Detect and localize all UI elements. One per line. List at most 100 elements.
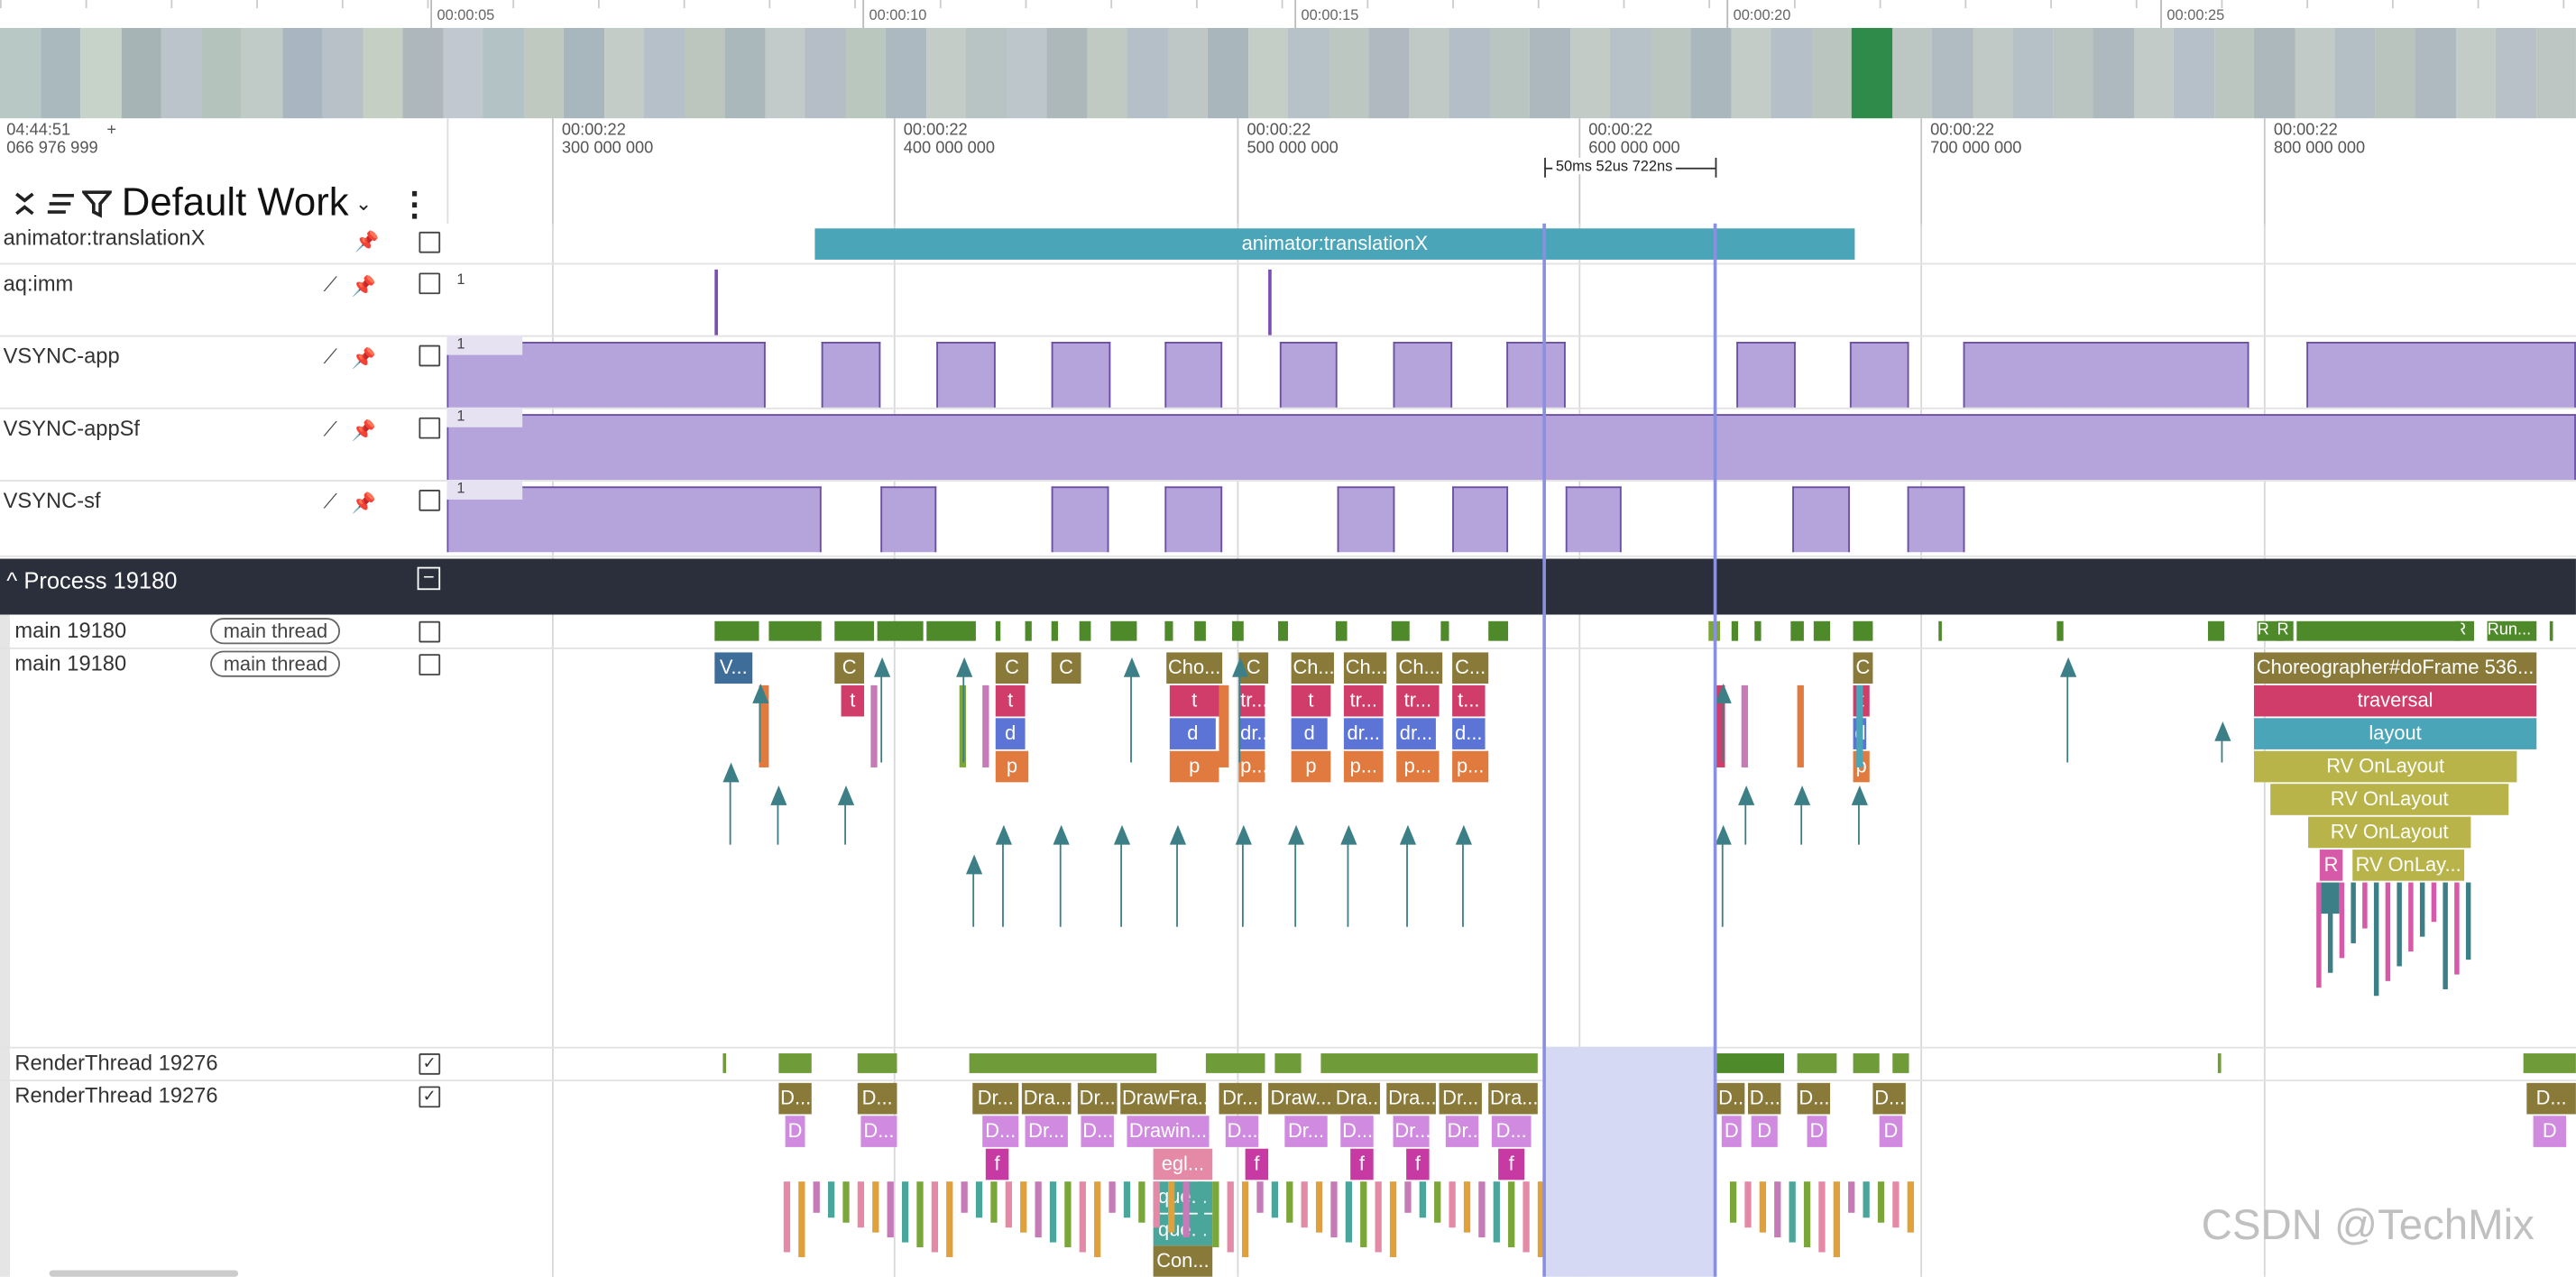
slice-traversal[interactable]: tr...	[1396, 684, 1440, 717]
selection-end-line[interactable]	[1713, 223, 1717, 1277]
slice-drawframe[interactable]: DrawFra...	[1120, 1082, 1206, 1115]
more-vert-icon[interactable]: ⋮	[398, 186, 431, 223]
track-canvas[interactable]: 1	[446, 480, 2576, 556]
slice-drawframe[interactable]: Dr...	[972, 1082, 1019, 1115]
slice-choreographer[interactable]: C	[995, 652, 1029, 684]
slice-choreographer[interactable]: C	[1853, 652, 1873, 684]
summary-slice[interactable]	[2207, 620, 2225, 641]
slice-minor[interactable]	[1715, 684, 1725, 767]
slice-drawing[interactable]: D...	[1340, 1116, 1374, 1147]
summary-slice[interactable]	[1232, 620, 1244, 641]
flow-arrow-icon[interactable]	[1715, 824, 1732, 845]
track-checkbox[interactable]	[419, 654, 441, 675]
slice-minor[interactable]	[1219, 684, 1229, 767]
track-checkbox[interactable]	[419, 272, 441, 295]
slice-drawing[interactable]: D	[1721, 1116, 1742, 1147]
slice-traversal[interactable]: t	[995, 684, 1026, 717]
summary-slice[interactable]	[2549, 620, 2553, 641]
slice-traversal[interactable]: tr...	[1238, 684, 1265, 717]
summary-slice[interactable]	[722, 1053, 727, 1073]
overview-heatmap[interactable]	[0, 27, 2576, 119]
slice-doframe[interactable]: RV OnLay...	[2352, 850, 2465, 881]
track-aq-imm[interactable]: aq:imm ⟋ 📌 1	[0, 263, 2576, 337]
slice-drawframe[interactable]: Draw...	[1268, 1082, 1334, 1115]
flow-arrow-icon[interactable]	[1340, 824, 1357, 845]
slice-doframe[interactable]: RV OnLayout	[2308, 816, 2471, 849]
slice-minor[interactable]	[982, 684, 989, 767]
slice-doframe[interactable]: traversal	[2253, 684, 2537, 717]
track-vsync-app[interactable]: VSYNC-app ⟋ 📌 1	[0, 335, 2576, 409]
slice-prepare[interactable]: p...	[1396, 750, 1440, 783]
track-checkbox[interactable]: ✓	[419, 1053, 441, 1075]
slice-drawing[interactable]: Dr...	[1025, 1116, 1068, 1147]
flow-arrow-icon[interactable]	[837, 785, 855, 805]
slice-drawing[interactable]: D...	[1225, 1116, 1259, 1147]
slice-traversal[interactable]: t	[1169, 684, 1219, 717]
slice-doframe[interactable]: layout	[2253, 718, 2537, 749]
summary-slice[interactable]	[1797, 1053, 1837, 1073]
slice-traversal[interactable]: t	[841, 684, 865, 717]
slice-traversal[interactable]: t...	[1452, 684, 1486, 717]
slice-choreographer[interactable]: C	[834, 652, 865, 684]
summary-slice[interactable]	[1025, 620, 1032, 641]
slice-doframe[interactable]: RV OnLayout	[2270, 784, 2509, 815]
slice-drawframe[interactable]: Dra...	[1488, 1082, 1538, 1115]
summary-slice[interactable]	[1205, 1053, 1265, 1073]
chevron-up-icon[interactable]: ^	[6, 566, 18, 593]
flow-arrow-icon[interactable]	[1053, 824, 1070, 845]
flow-arrow-icon[interactable]	[1399, 824, 1417, 845]
slice-animator[interactable]: animator:translationX	[814, 228, 1855, 260]
summary-slice[interactable]	[1274, 1053, 1302, 1073]
slice-drawing[interactable]: D	[1879, 1116, 1903, 1147]
slice-drawframe[interactable]: Dra...	[1333, 1082, 1380, 1115]
flow-arrow-icon[interactable]	[1455, 824, 1472, 845]
process-group-header[interactable]: ^ Process 19180 −	[0, 558, 2576, 615]
slice-drawframe[interactable]: D...	[857, 1082, 897, 1115]
filter-icon[interactable]	[78, 186, 115, 222]
summary-slice[interactable]	[778, 1053, 812, 1073]
summary-slice[interactable]	[1938, 620, 1942, 641]
track-vsync-sf[interactable]: VSYNC-sf ⟋ 📌 1	[0, 480, 2576, 557]
slice-drawframe[interactable]: Dra...	[1021, 1082, 1072, 1115]
slice-minor[interactable]	[1856, 684, 1863, 767]
pin-icon[interactable]: 📌	[351, 345, 377, 370]
flow-arrow-icon[interactable]	[1169, 824, 1187, 845]
track-canvas[interactable]: 1	[446, 407, 2576, 481]
slice-choreographer[interactable]: Ch...	[1396, 652, 1443, 684]
track-canvas[interactable]: animator:translationX	[446, 224, 2576, 263]
summary-slice[interactable]	[2296, 620, 2461, 641]
collapse-all-icon[interactable]	[6, 186, 42, 222]
summary-slice[interactable]	[877, 620, 924, 641]
summary-slice[interactable]	[1320, 1053, 1538, 1073]
flow-arrow-icon[interactable]	[1235, 824, 1252, 845]
summary-slice[interactable]	[2217, 1053, 2222, 1073]
slice-drawing[interactable]: D	[1807, 1116, 1827, 1147]
slice-prepare[interactable]: p...	[1238, 750, 1265, 783]
flow-arrow-icon[interactable]	[1232, 657, 1249, 677]
flow-arrow-icon[interactable]	[1851, 785, 1868, 805]
slice-flush[interactable]: egl...	[1153, 1148, 1213, 1181]
summary-slice[interactable]: R	[2277, 620, 2294, 641]
slice-draw[interactable]: dr...	[1396, 718, 1436, 749]
summary-slice[interactable]	[1853, 620, 1873, 641]
track-checkbox[interactable]: ✓	[419, 1086, 441, 1108]
track-canvas[interactable]: R R R Run...	[446, 615, 2576, 648]
summary-slice[interactable]	[2523, 1053, 2576, 1073]
summary-slice[interactable]	[1731, 620, 1739, 641]
track-canvas[interactable]: 1	[446, 263, 2576, 335]
slice-doframe[interactable]: R	[2319, 850, 2343, 881]
slice-drawing[interactable]: D	[2533, 1116, 2567, 1147]
slice-flush[interactable]: f	[1498, 1148, 1525, 1181]
slice-choreographer[interactable]: C...	[1452, 652, 1489, 684]
slice-drawing[interactable]: D...	[860, 1116, 897, 1147]
summary-slice[interactable]	[926, 620, 976, 641]
summary-slice[interactable]	[1110, 620, 1137, 641]
track-canvas[interactable]: 1	[446, 335, 2576, 408]
chart-icon[interactable]: ⟋	[323, 345, 337, 369]
slice-drawing[interactable]: Drawin...	[1127, 1116, 1210, 1147]
chart-icon[interactable]: ⟋	[323, 272, 337, 296]
slice-prepare[interactable]: p	[1169, 750, 1219, 783]
flow-arrow-icon[interactable]	[1793, 785, 1811, 805]
summary-slice[interactable]	[1853, 1053, 1880, 1073]
